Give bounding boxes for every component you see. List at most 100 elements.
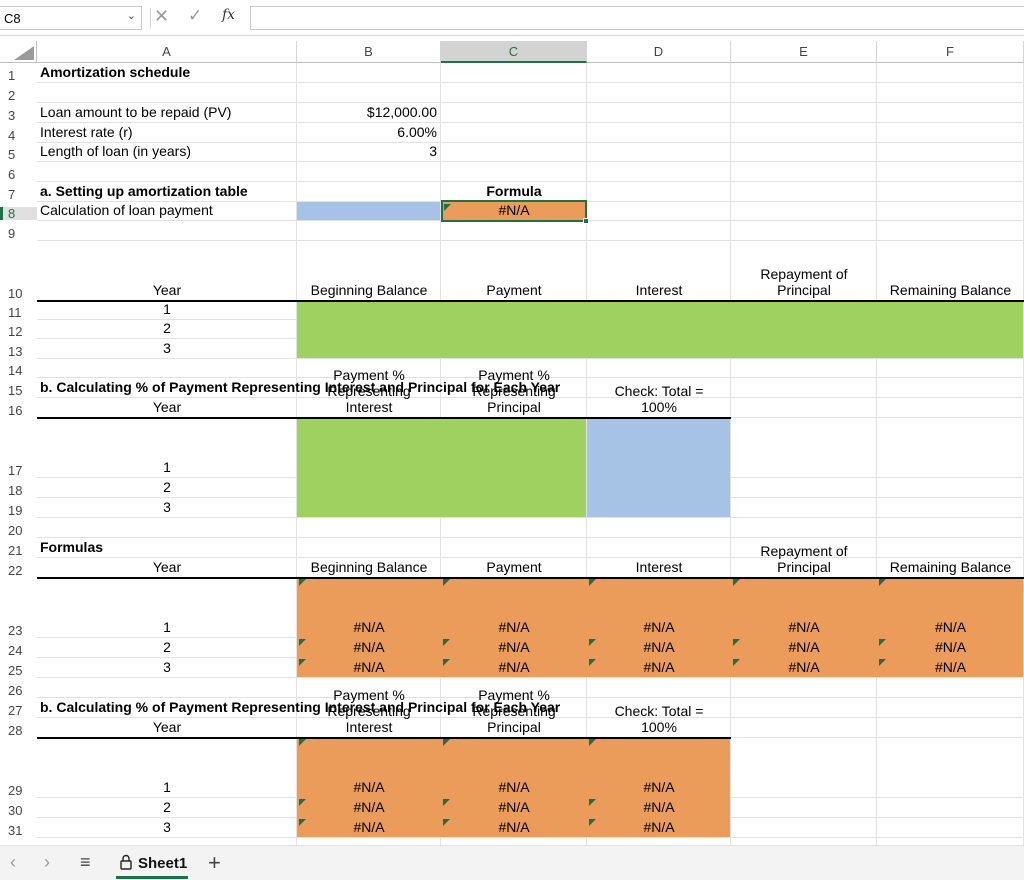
insert-function-icon[interactable]: fx xyxy=(222,7,236,23)
row-header-2[interactable]: 2 xyxy=(8,88,16,103)
column-gridline xyxy=(876,63,877,845)
row-header-17[interactable]: 17 xyxy=(8,463,23,478)
cell-c23-error: #N/A xyxy=(498,619,530,635)
cell-e23-error: #N/A xyxy=(788,619,820,635)
column-gridline xyxy=(296,63,297,845)
row-header-12[interactable]: 12 xyxy=(8,324,23,339)
scroll-tabs-right-icon[interactable]: › xyxy=(44,852,50,872)
cell-c28-line-2: Representing xyxy=(472,703,556,719)
cell-a3: Loan amount to be repaid (PV) xyxy=(40,104,232,120)
row-header-3[interactable]: 3 xyxy=(8,108,16,123)
row-header-11[interactable]: 11 xyxy=(8,305,22,320)
cell-d16-line-1: Check: Total = xyxy=(614,383,704,399)
cell-d24-error: #N/A xyxy=(643,639,675,655)
row-header-32[interactable]: 32 xyxy=(0,843,37,845)
row-header-22[interactable]: 22 xyxy=(8,563,23,578)
cell-b25-error: #N/A xyxy=(353,659,385,675)
row-header-23[interactable]: 23 xyxy=(8,623,23,638)
cell-a4: Interest rate (r) xyxy=(40,124,133,140)
cell-a10: Year xyxy=(152,282,182,298)
formula-input[interactable] xyxy=(250,6,1024,30)
sheet-list-menu-icon[interactable]: ≡ xyxy=(80,852,91,872)
row-header-10[interactable]: 10 xyxy=(8,286,23,301)
error-indicator-icon xyxy=(589,659,596,666)
row-header-7[interactable]: 7 xyxy=(8,187,16,202)
row-header-21[interactable]: 21 xyxy=(8,543,23,558)
name-box-value: C8 xyxy=(4,11,21,26)
row-header-29[interactable]: 29 xyxy=(8,783,23,798)
cell-a30: 2 xyxy=(163,799,171,815)
chevron-down-icon[interactable]: ⌄ xyxy=(126,10,136,22)
cell-f22: Remaining Balance xyxy=(889,559,1012,575)
row-header-6[interactable]: 6 xyxy=(8,167,16,182)
add-sheet-button[interactable]: + xyxy=(208,850,221,875)
error-indicator-icon xyxy=(879,639,886,646)
row-header-18[interactable]: 18 xyxy=(8,483,23,498)
row-header-30[interactable]: 30 xyxy=(8,803,23,818)
cell-d25-error: #N/A xyxy=(643,659,675,675)
table-header-border xyxy=(37,577,1024,579)
cell-c30-error: #N/A xyxy=(498,799,530,815)
cell-f24-error: #N/A xyxy=(934,639,967,655)
column-header-a[interactable]: A xyxy=(37,41,297,63)
cell-c29-error: #N/A xyxy=(498,779,530,795)
column-header-c[interactable]: C xyxy=(441,41,587,63)
formula-cell-c8 xyxy=(441,202,586,220)
fill-handle[interactable] xyxy=(583,218,589,224)
cell-b10: Beginning Balance xyxy=(310,282,428,298)
error-indicator-icon xyxy=(443,799,450,806)
sheet-tab-bar: ‹ › ≡ Sheet1 + xyxy=(0,845,1024,880)
column-header-d[interactable]: D xyxy=(587,41,731,63)
error-indicator-icon xyxy=(733,639,740,646)
sheet-tab[interactable]: Sheet1 xyxy=(116,846,188,879)
cell-a8: Calculation of loan payment xyxy=(40,202,213,218)
cell-c16-line-3: Principal xyxy=(487,399,541,415)
row-header-8[interactable]: 8 xyxy=(0,207,37,220)
row-gridline xyxy=(37,142,1024,143)
cell-c28-line-1: Payment % xyxy=(478,687,550,703)
lock-icon xyxy=(120,854,132,870)
row-header-26[interactable]: 26 xyxy=(8,683,23,698)
name-box[interactable]: C8 ⌄ xyxy=(0,6,142,30)
row-header-16[interactable]: 16 xyxy=(8,403,23,418)
error-indicator-icon xyxy=(589,579,596,586)
cell-e22-line-1: Repayment of xyxy=(760,543,848,559)
column-header-b[interactable]: B xyxy=(297,41,441,63)
row-gridline xyxy=(37,181,1024,182)
cell-f25-error: #N/A xyxy=(934,659,967,675)
row-header-31[interactable]: 31 xyxy=(8,823,23,838)
row-header-15[interactable]: 15 xyxy=(8,383,23,398)
row-header-9[interactable]: 9 xyxy=(8,226,16,241)
cell-a1: Amortization schedule xyxy=(40,64,191,80)
column-header-e[interactable]: E xyxy=(731,41,877,63)
row-gridline xyxy=(37,677,1024,678)
cancel-icon[interactable]: ✕ xyxy=(154,6,170,26)
checkmark-icon[interactable]: ✓ xyxy=(188,6,203,25)
row-header-20[interactable]: 20 xyxy=(8,523,23,538)
cell-c7: Formula xyxy=(486,183,542,199)
row-header-28[interactable]: 28 xyxy=(8,723,23,738)
cell-e25-error: #N/A xyxy=(788,659,820,675)
scroll-tabs-left-icon[interactable]: ‹ xyxy=(10,852,16,872)
cell-b3: $12,000.00 xyxy=(366,104,437,120)
row-gridline xyxy=(37,517,1024,518)
cell-b4: 6.00% xyxy=(397,124,437,140)
select-all-triangle-icon xyxy=(14,46,34,60)
row-header-27[interactable]: 27 xyxy=(8,703,23,718)
cell-d16-line-2: 100% xyxy=(641,399,677,415)
row-header-14[interactable]: 14 xyxy=(8,363,23,378)
row-header-1[interactable]: 1 xyxy=(8,68,16,83)
column-gridline xyxy=(586,63,587,845)
cell-a15: b. Calculating % of Payment Representing… xyxy=(40,379,561,395)
row-header-13[interactable]: 13 xyxy=(8,344,23,359)
select-all-button[interactable] xyxy=(0,41,37,63)
row-gridline xyxy=(37,557,1024,558)
row-header-4[interactable]: 4 xyxy=(8,128,16,143)
row-header-5[interactable]: 5 xyxy=(8,147,16,162)
row-header-19[interactable]: 19 xyxy=(8,503,23,518)
row-header-24[interactable]: 24 xyxy=(8,643,23,658)
column-header-f[interactable]: F xyxy=(877,41,1024,63)
row-header-25[interactable]: 25 xyxy=(8,663,23,678)
cell-d29-error: #N/A xyxy=(643,779,675,795)
